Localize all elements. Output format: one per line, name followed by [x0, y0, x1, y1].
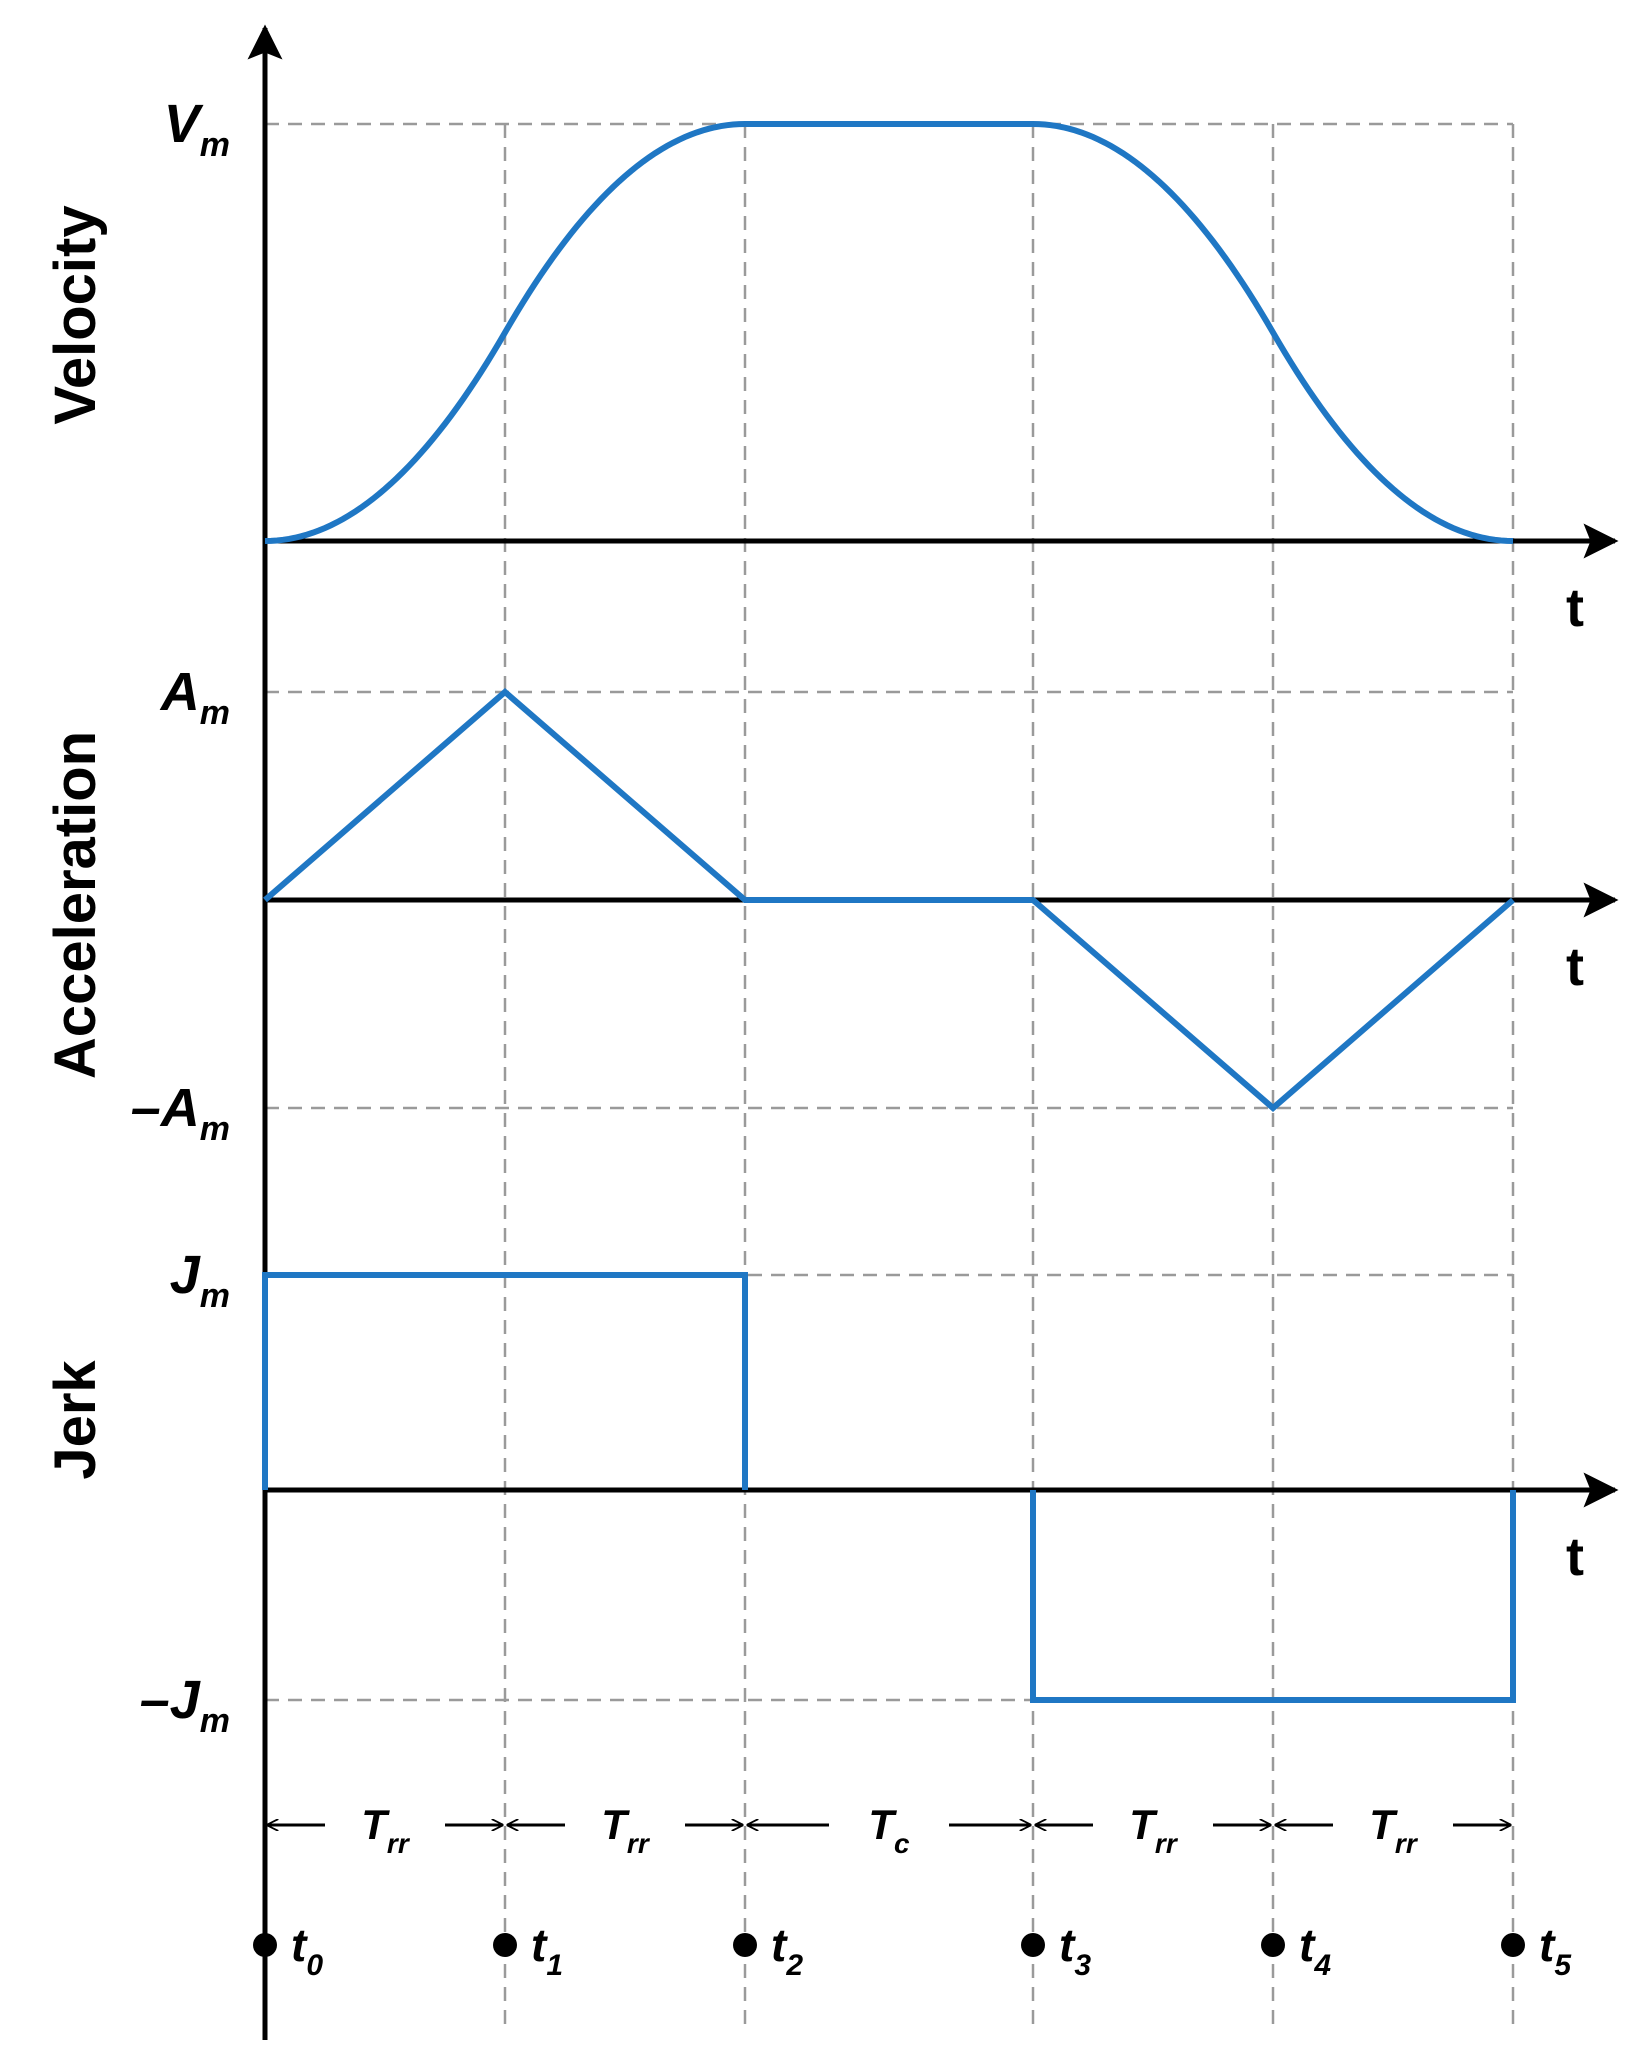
- velocity-curve: [264, 121, 1514, 544]
- time-point-label: t3: [1059, 1919, 1091, 1982]
- acceleration-axis-title: Acceleration: [43, 731, 108, 1079]
- acceleration-min-label: –Am: [131, 1078, 230, 1148]
- time-point-dot: [733, 1933, 757, 1957]
- profile-curves: [262, 121, 1516, 1703]
- acceleration-max-label: Am: [159, 662, 230, 732]
- velocity-max-label: Vm: [164, 94, 230, 164]
- velocity-t-label: t: [1566, 578, 1584, 638]
- time-point-dot: [1261, 1933, 1285, 1957]
- time-point-dot: [493, 1933, 517, 1957]
- axes: [247, 24, 1619, 2040]
- jerk-negative-pulse: [1030, 1490, 1516, 1703]
- velocity-axis-title: Velocity: [43, 205, 108, 424]
- time-point-label: t2: [771, 1919, 803, 1982]
- time-point-label: t1: [531, 1919, 563, 1982]
- time-point-label: t4: [1299, 1919, 1331, 1982]
- jerk-axis-title: Jerk: [43, 1360, 108, 1480]
- acceleration-curve: [263, 688, 1515, 1112]
- jerk-max-label: Jm: [170, 1245, 230, 1315]
- period-label: Tc: [868, 1801, 910, 1859]
- acceleration-t-label: t: [1566, 937, 1584, 997]
- jerk-positive-pulse: [262, 1272, 748, 1490]
- time-point-dot: [1021, 1933, 1045, 1957]
- period-label: Trr: [1129, 1801, 1179, 1859]
- labels: Velocity t Vm Acceleration t Am –Am Jerk t Jm –Jm T…: [43, 94, 1584, 1982]
- jerk-min-label: –Jm: [140, 1670, 230, 1740]
- time-point-dot: [253, 1933, 277, 1957]
- time-point-dot: [1501, 1933, 1525, 1957]
- time-point-label: t0: [291, 1919, 323, 1982]
- jerk-t-label: t: [1566, 1527, 1584, 1587]
- period-label: Trr: [361, 1801, 411, 1859]
- time-point-label: t5: [1539, 1919, 1572, 1982]
- period-label: Trr: [1369, 1801, 1419, 1859]
- period-label: Trr: [601, 1801, 651, 1859]
